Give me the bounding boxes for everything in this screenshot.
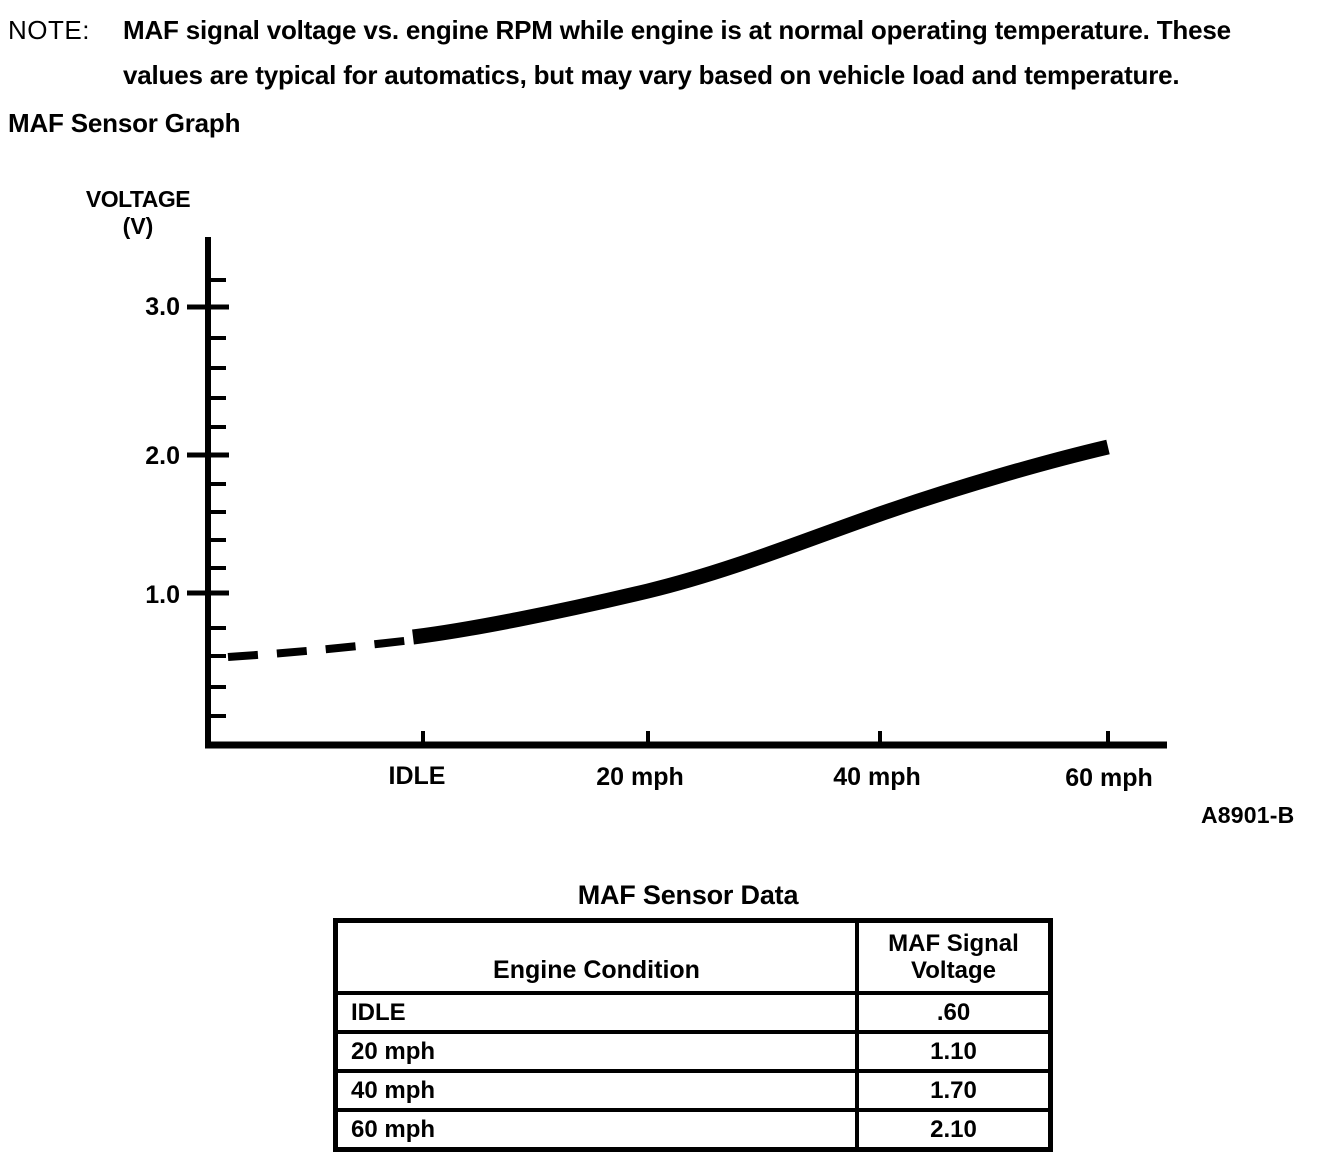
y-axis-unit: (V) [122, 213, 154, 239]
y-axis-title: VOLTAGE [85, 186, 191, 212]
maf-sensor-data-table: Engine Condition MAF Signal Voltage IDLE… [333, 918, 1053, 1152]
note-text: MAF signal voltage vs. engine RPM while … [123, 8, 1339, 98]
condition-cell: IDLE [333, 991, 859, 1034]
x-tick-label-20mph: 20 mph [596, 763, 684, 791]
maf-curve-solid-segment [412, 439, 1110, 645]
table-row: IDLE .60 [333, 991, 1053, 1034]
data-table: Engine Condition MAF Signal Voltage IDLE… [333, 918, 1053, 1152]
table-header-row: Engine Condition MAF Signal Voltage [333, 918, 1053, 995]
maf-curve-dashed-segment [227, 636, 413, 661]
x-tick-label-idle: IDLE [388, 762, 446, 790]
note-block: NOTE: MAF signal voltage vs. engine RPM … [8, 8, 1339, 98]
x-tick-label-40mph: 40 mph [833, 763, 921, 791]
note-text-line-1: MAF signal voltage vs. engine RPM while … [123, 15, 1231, 45]
note-label: NOTE: [8, 15, 90, 45]
y-tick-label-3: 3.0 [145, 293, 180, 321]
table-row: 40 mph 1.70 [333, 1069, 1053, 1112]
voltage-cell: 2.10 [855, 1108, 1053, 1152]
voltage-cell: 1.70 [855, 1069, 1053, 1112]
maf-signal-voltage-header-line-1: MAF Signal [888, 930, 1019, 957]
x-tick-label-60mph: 60 mph [1065, 764, 1153, 792]
note-text-line-2: values are typical for automatics, but m… [123, 60, 1180, 90]
voltage-cell: .60 [855, 991, 1053, 1034]
voltage-cell: 1.10 [855, 1030, 1053, 1073]
engine-condition-header: Engine Condition [333, 918, 859, 995]
table-title: MAF Sensor Data [577, 880, 799, 910]
maf-signal-voltage-header: MAF Signal Voltage [855, 918, 1053, 995]
figure-code: A8901-B [1201, 802, 1295, 828]
condition-cell: 40 mph [333, 1069, 859, 1112]
table-row: 20 mph 1.10 [333, 1030, 1053, 1073]
condition-cell: 60 mph [333, 1108, 859, 1152]
maf-signal-voltage-header-line-2: Voltage [911, 957, 996, 984]
y-tick-label-2: 2.0 [145, 442, 180, 470]
condition-cell: 20 mph [333, 1030, 859, 1073]
table-row: 60 mph 2.10 [333, 1108, 1053, 1152]
graph-heading: MAF Sensor Graph [8, 108, 241, 138]
y-tick-label-1: 1.0 [145, 581, 180, 609]
